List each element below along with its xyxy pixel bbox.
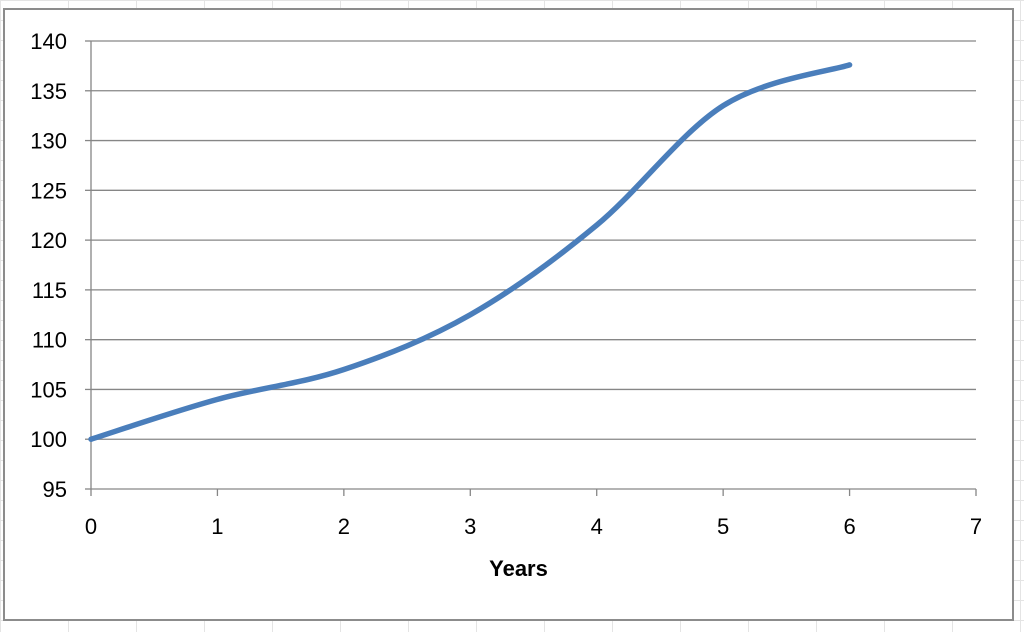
y-tick-label: 130: [30, 129, 67, 154]
x-tick-label: 1: [211, 514, 223, 539]
x-tick-label: 3: [464, 514, 476, 539]
y-tick-label: 95: [43, 477, 67, 502]
y-tick-label: 110: [32, 328, 67, 353]
chart-area[interactable]: [3, 8, 1014, 621]
y-tick-label: 115: [32, 278, 67, 303]
y-tick-label: 125: [30, 178, 67, 203]
x-axis-tick-labels: 0 1 2 3 4 5 6 7: [85, 514, 982, 539]
y-axis-tick-labels: 95 100 105 110 115 120 125 130 135 140: [30, 29, 67, 502]
series-line-0[interactable]: [88, 62, 853, 442]
x-tick-label: 2: [338, 514, 350, 539]
y-tick-label: 140: [30, 29, 67, 54]
y-tick-label: 135: [30, 79, 67, 104]
y-tick-label: 120: [30, 228, 67, 253]
gridlines: [91, 40, 976, 440]
x-axis-title: Years: [489, 556, 548, 581]
x-tick-label: 5: [717, 514, 729, 539]
axes: [85, 40, 977, 496]
x-tick-label: 7: [970, 514, 982, 539]
x-tick-label: 4: [591, 514, 603, 539]
x-tick-label: 6: [843, 514, 855, 539]
y-tick-label: 105: [30, 377, 67, 402]
y-tick-label: 100: [30, 427, 67, 452]
x-tick-label: 0: [85, 514, 97, 539]
series-group[interactable]: [88, 62, 853, 442]
